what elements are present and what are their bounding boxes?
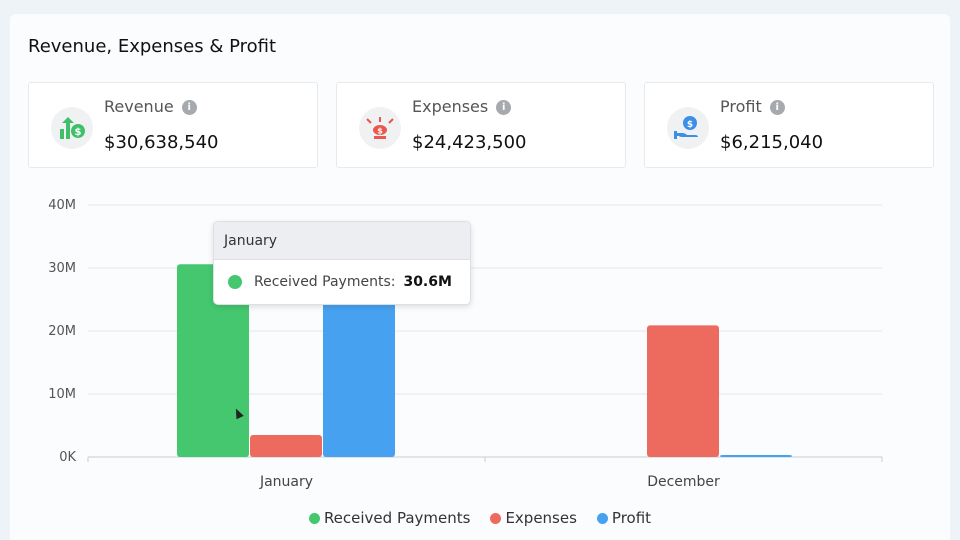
svg-text:$: $ bbox=[377, 127, 383, 136]
info-icon[interactable]: i bbox=[181, 100, 197, 115]
money-scatter-icon: $ bbox=[359, 107, 401, 149]
money-growth-icon: $ bbox=[51, 107, 93, 149]
y-tick-label: 10M bbox=[48, 387, 76, 402]
revenue-card: $ Revenue i $30,638,540 bbox=[28, 82, 318, 168]
chart-legend: Received Payments Expenses Profit bbox=[0, 509, 960, 527]
legend-label: Expenses bbox=[505, 509, 577, 527]
bar-profit bbox=[323, 271, 395, 457]
legend-dot-icon bbox=[596, 512, 608, 524]
legend-item[interactable]: Expenses bbox=[490, 509, 577, 527]
revenue-value: $30,638,540 bbox=[104, 132, 219, 153]
legend-label: Profit bbox=[611, 509, 652, 527]
y-tick-label: 40M bbox=[48, 198, 76, 213]
svg-text:$: $ bbox=[687, 120, 693, 130]
bar-profit bbox=[720, 455, 792, 457]
legend-dot-icon bbox=[308, 512, 320, 524]
expenses-card: $ Expenses i $24,423,500 bbox=[336, 82, 626, 168]
legend-dot-icon bbox=[490, 512, 502, 524]
expenses-value: $24,423,500 bbox=[412, 132, 527, 153]
profit-label: Profit i bbox=[720, 97, 785, 116]
hand-coin-icon: $ bbox=[667, 107, 709, 149]
expenses-label: Expenses i bbox=[412, 97, 512, 116]
bar-received-payments bbox=[177, 264, 249, 457]
tooltip-series-dot bbox=[228, 275, 242, 289]
info-icon[interactable]: i bbox=[496, 100, 512, 115]
info-icon[interactable]: i bbox=[769, 100, 785, 115]
tooltip-value: 30.6M bbox=[403, 274, 452, 290]
legend-item[interactable]: Received Payments bbox=[308, 509, 471, 527]
bar-expenses bbox=[250, 434, 322, 457]
profit-card: $ Profit i $6,215,040 bbox=[644, 82, 934, 168]
y-tick-label: 20M bbox=[48, 324, 76, 339]
y-tick-label: 0K bbox=[59, 450, 76, 465]
tooltip-series-label: Received Payments: bbox=[254, 274, 396, 290]
y-tick-label: 30M bbox=[48, 261, 76, 276]
legend-item[interactable]: Profit bbox=[596, 509, 652, 527]
tooltip-title: January bbox=[214, 222, 470, 260]
x-tick-label: December bbox=[647, 474, 720, 490]
profit-value: $6,215,040 bbox=[720, 132, 824, 153]
svg-text:$: $ bbox=[75, 127, 82, 138]
revenue-label: Revenue i bbox=[104, 97, 197, 116]
x-tick-label: January bbox=[259, 474, 313, 490]
tooltip-row: Received Payments: 30.6M bbox=[228, 274, 452, 290]
panel-title: Revenue, Expenses & Profit bbox=[28, 36, 277, 57]
legend-label: Received Payments bbox=[323, 509, 471, 527]
bar-expenses bbox=[647, 325, 719, 457]
chart-tooltip: January Received Payments: 30.6M bbox=[213, 221, 471, 305]
